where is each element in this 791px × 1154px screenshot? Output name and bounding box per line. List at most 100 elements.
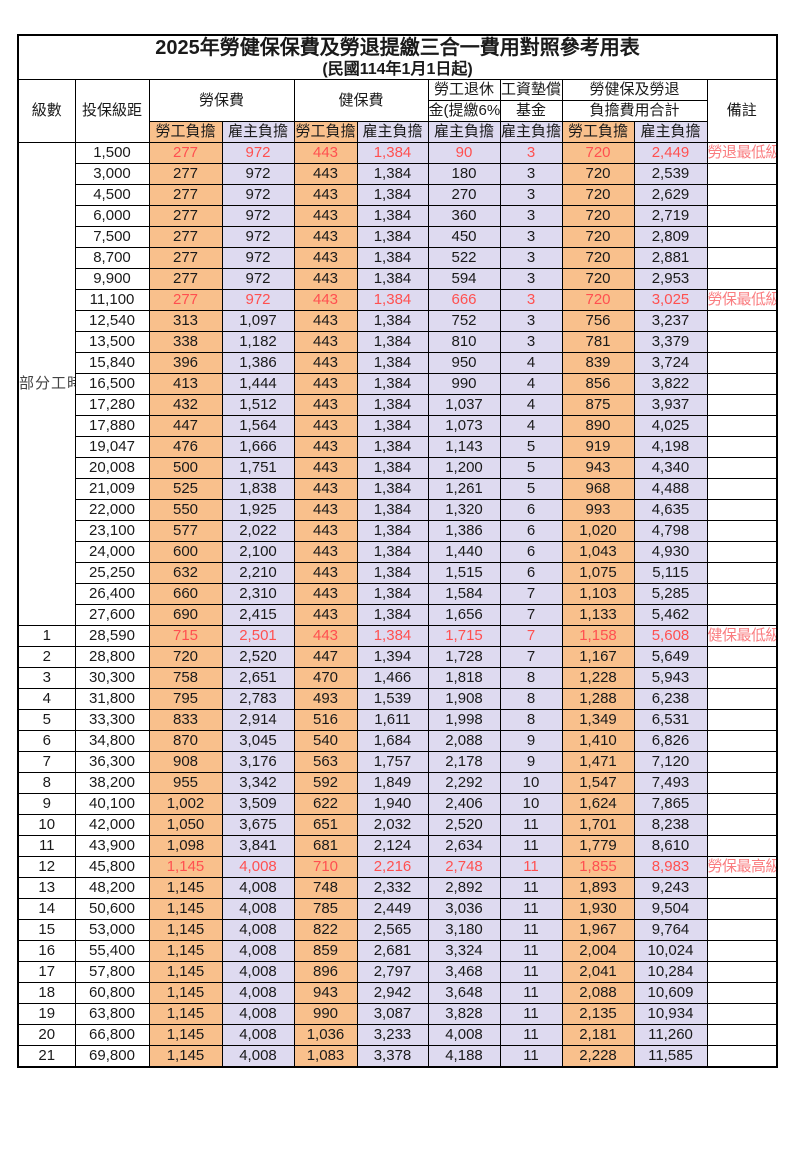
- cell-note: [706, 310, 778, 333]
- table-title-block: 2025年勞健保保費及勞退提繳三合一費用對照參考用表 (民國114年1月1日起): [17, 34, 778, 81]
- cell-level: 19: [17, 1003, 76, 1026]
- cell-tot_emp: 1,410: [561, 730, 635, 753]
- cell-salary: 25,250: [74, 562, 150, 585]
- cell-li_emp: 577: [148, 520, 223, 543]
- cell-hi_er: 1,849: [356, 772, 429, 795]
- cell-li_emp: 1,050: [148, 814, 223, 837]
- cell-note: [706, 604, 778, 627]
- cell-tot_er: 5,115: [633, 562, 708, 585]
- table-row: 13,500 338 1,182 443 1,384 810 3 781 3,379: [18, 331, 778, 354]
- cell-pen_er: 1,320: [427, 499, 501, 522]
- cell-tot_emp: 720: [561, 289, 635, 312]
- cell-tot_er: 2,809: [633, 226, 708, 249]
- cell-li_er: 3,176: [221, 751, 295, 774]
- cell-level: 18: [17, 982, 76, 1005]
- cell-fund_er: 3: [499, 331, 563, 354]
- cell-hi_emp: 592: [293, 772, 358, 795]
- cell-fund_er: 3: [499, 142, 563, 165]
- cell-tot_er: 7,493: [633, 772, 708, 795]
- cell-fund_er: 7: [499, 625, 563, 648]
- cell-li_er: 1,751: [221, 457, 295, 480]
- cell-tot_emp: 839: [561, 352, 635, 375]
- cell-pen_er: 2,634: [427, 835, 501, 858]
- cell-hi_er: 1,466: [356, 667, 429, 690]
- cell-salary: 42,000: [74, 814, 150, 837]
- cell-fund_er: 11: [499, 919, 563, 942]
- cell-tot_emp: 781: [561, 331, 635, 354]
- cell-tot_emp: 1,167: [561, 646, 635, 669]
- cell-note: [706, 919, 778, 942]
- cell-level: 15: [17, 919, 76, 942]
- table-row: 9 40,100 1,002 3,509 622 1,940 2,406 10 1,624 7,8…: [17, 793, 778, 816]
- cell-pen_er: 1,715: [427, 625, 501, 648]
- cell-level: 16: [17, 940, 76, 963]
- cell-salary: 28,590: [74, 625, 150, 648]
- cell-hi_emp: 943: [293, 982, 358, 1005]
- cell-salary: 12,540: [74, 310, 150, 333]
- cell-li_er: 972: [221, 142, 295, 165]
- cell-li_emp: 1,145: [148, 898, 223, 921]
- cell-tot_emp: 1,043: [561, 541, 635, 564]
- cell-tot_emp: 720: [561, 163, 635, 186]
- cell-hi_er: 1,384: [356, 289, 429, 312]
- cell-note: [706, 499, 778, 522]
- cell-salary: 20,008: [74, 457, 150, 480]
- subheader-labor-employee: 勞工負擔: [148, 121, 223, 144]
- cell-fund_er: 11: [499, 898, 563, 921]
- cell-tot_emp: 875: [561, 394, 635, 417]
- cell-hi_er: 2,332: [356, 877, 429, 900]
- cell-hi_er: 2,681: [356, 940, 429, 963]
- cell-tot_emp: 1,020: [561, 520, 635, 543]
- cell-hi_er: 1,384: [356, 373, 429, 396]
- cell-salary: 4,500: [74, 184, 150, 207]
- cell-note: [706, 583, 778, 606]
- cell-level: 7: [17, 751, 76, 774]
- cell-pen_er: 1,818: [427, 667, 501, 690]
- table-row: 25,250 632 2,210 443 1,384 1,515 6 1,075 5,115: [18, 562, 778, 585]
- cell-tot_emp: 720: [561, 226, 635, 249]
- cell-fund_er: 8: [499, 709, 563, 732]
- cell-hi_emp: 443: [293, 436, 358, 459]
- cell-tot_er: 9,243: [633, 877, 708, 900]
- cell-note: [706, 751, 778, 774]
- cell-note: 勞退最低級距: [706, 142, 778, 165]
- cell-tot_er: 2,881: [633, 247, 708, 270]
- cell-li_er: 972: [221, 205, 295, 228]
- cell-tot_er: 2,539: [633, 163, 708, 186]
- cell-hi_emp: 443: [293, 268, 358, 291]
- cell-hi_er: 1,384: [356, 352, 429, 375]
- cell-li_er: 2,501: [221, 625, 295, 648]
- cell-li_er: 2,783: [221, 688, 295, 711]
- cell-salary: 27,600: [74, 604, 150, 627]
- cell-note: [706, 247, 778, 270]
- cell-level: 3: [17, 667, 76, 690]
- cell-tot_emp: 890: [561, 415, 635, 438]
- page-subtitle: (民國114年1月1日起): [322, 61, 473, 78]
- table-row: 8,700 277 972 443 1,384 522 3 720 2,881: [18, 247, 778, 270]
- table-row: 3,000 277 972 443 1,384 180 3 720 2,539: [18, 163, 778, 186]
- cell-tot_emp: 720: [561, 268, 635, 291]
- cell-tot_er: 9,504: [633, 898, 708, 921]
- cell-pen_er: 1,386: [427, 520, 501, 543]
- cell-salary: 55,400: [74, 940, 150, 963]
- cell-li_er: 972: [221, 289, 295, 312]
- cell-li_emp: 277: [148, 226, 223, 249]
- cell-fund_er: 3: [499, 184, 563, 207]
- table-row: 16,500 413 1,444 443 1,384 990 4 856 3,822: [18, 373, 778, 396]
- cell-fund_er: 9: [499, 751, 563, 774]
- table-row: 1 28,590 715 2,501 443 1,384 1,715 7 1,158 5,608 健…: [17, 625, 778, 648]
- cell-hi_emp: 443: [293, 289, 358, 312]
- cell-li_er: 3,675: [221, 814, 295, 837]
- cell-hi_er: 1,384: [356, 604, 429, 627]
- cell-hi_er: 1,384: [356, 226, 429, 249]
- cell-salary: 19,047: [74, 436, 150, 459]
- cell-pen_er: 4,008: [427, 1024, 501, 1047]
- cell-pen_er: 1,515: [427, 562, 501, 585]
- cell-note: [706, 331, 778, 354]
- cell-fund_er: 6: [499, 520, 563, 543]
- cell-note: [706, 163, 778, 186]
- cell-li_er: 1,182: [221, 331, 295, 354]
- cell-li_emp: 338: [148, 331, 223, 354]
- cell-tot_emp: 1,547: [561, 772, 635, 795]
- cell-li_er: 4,008: [221, 940, 295, 963]
